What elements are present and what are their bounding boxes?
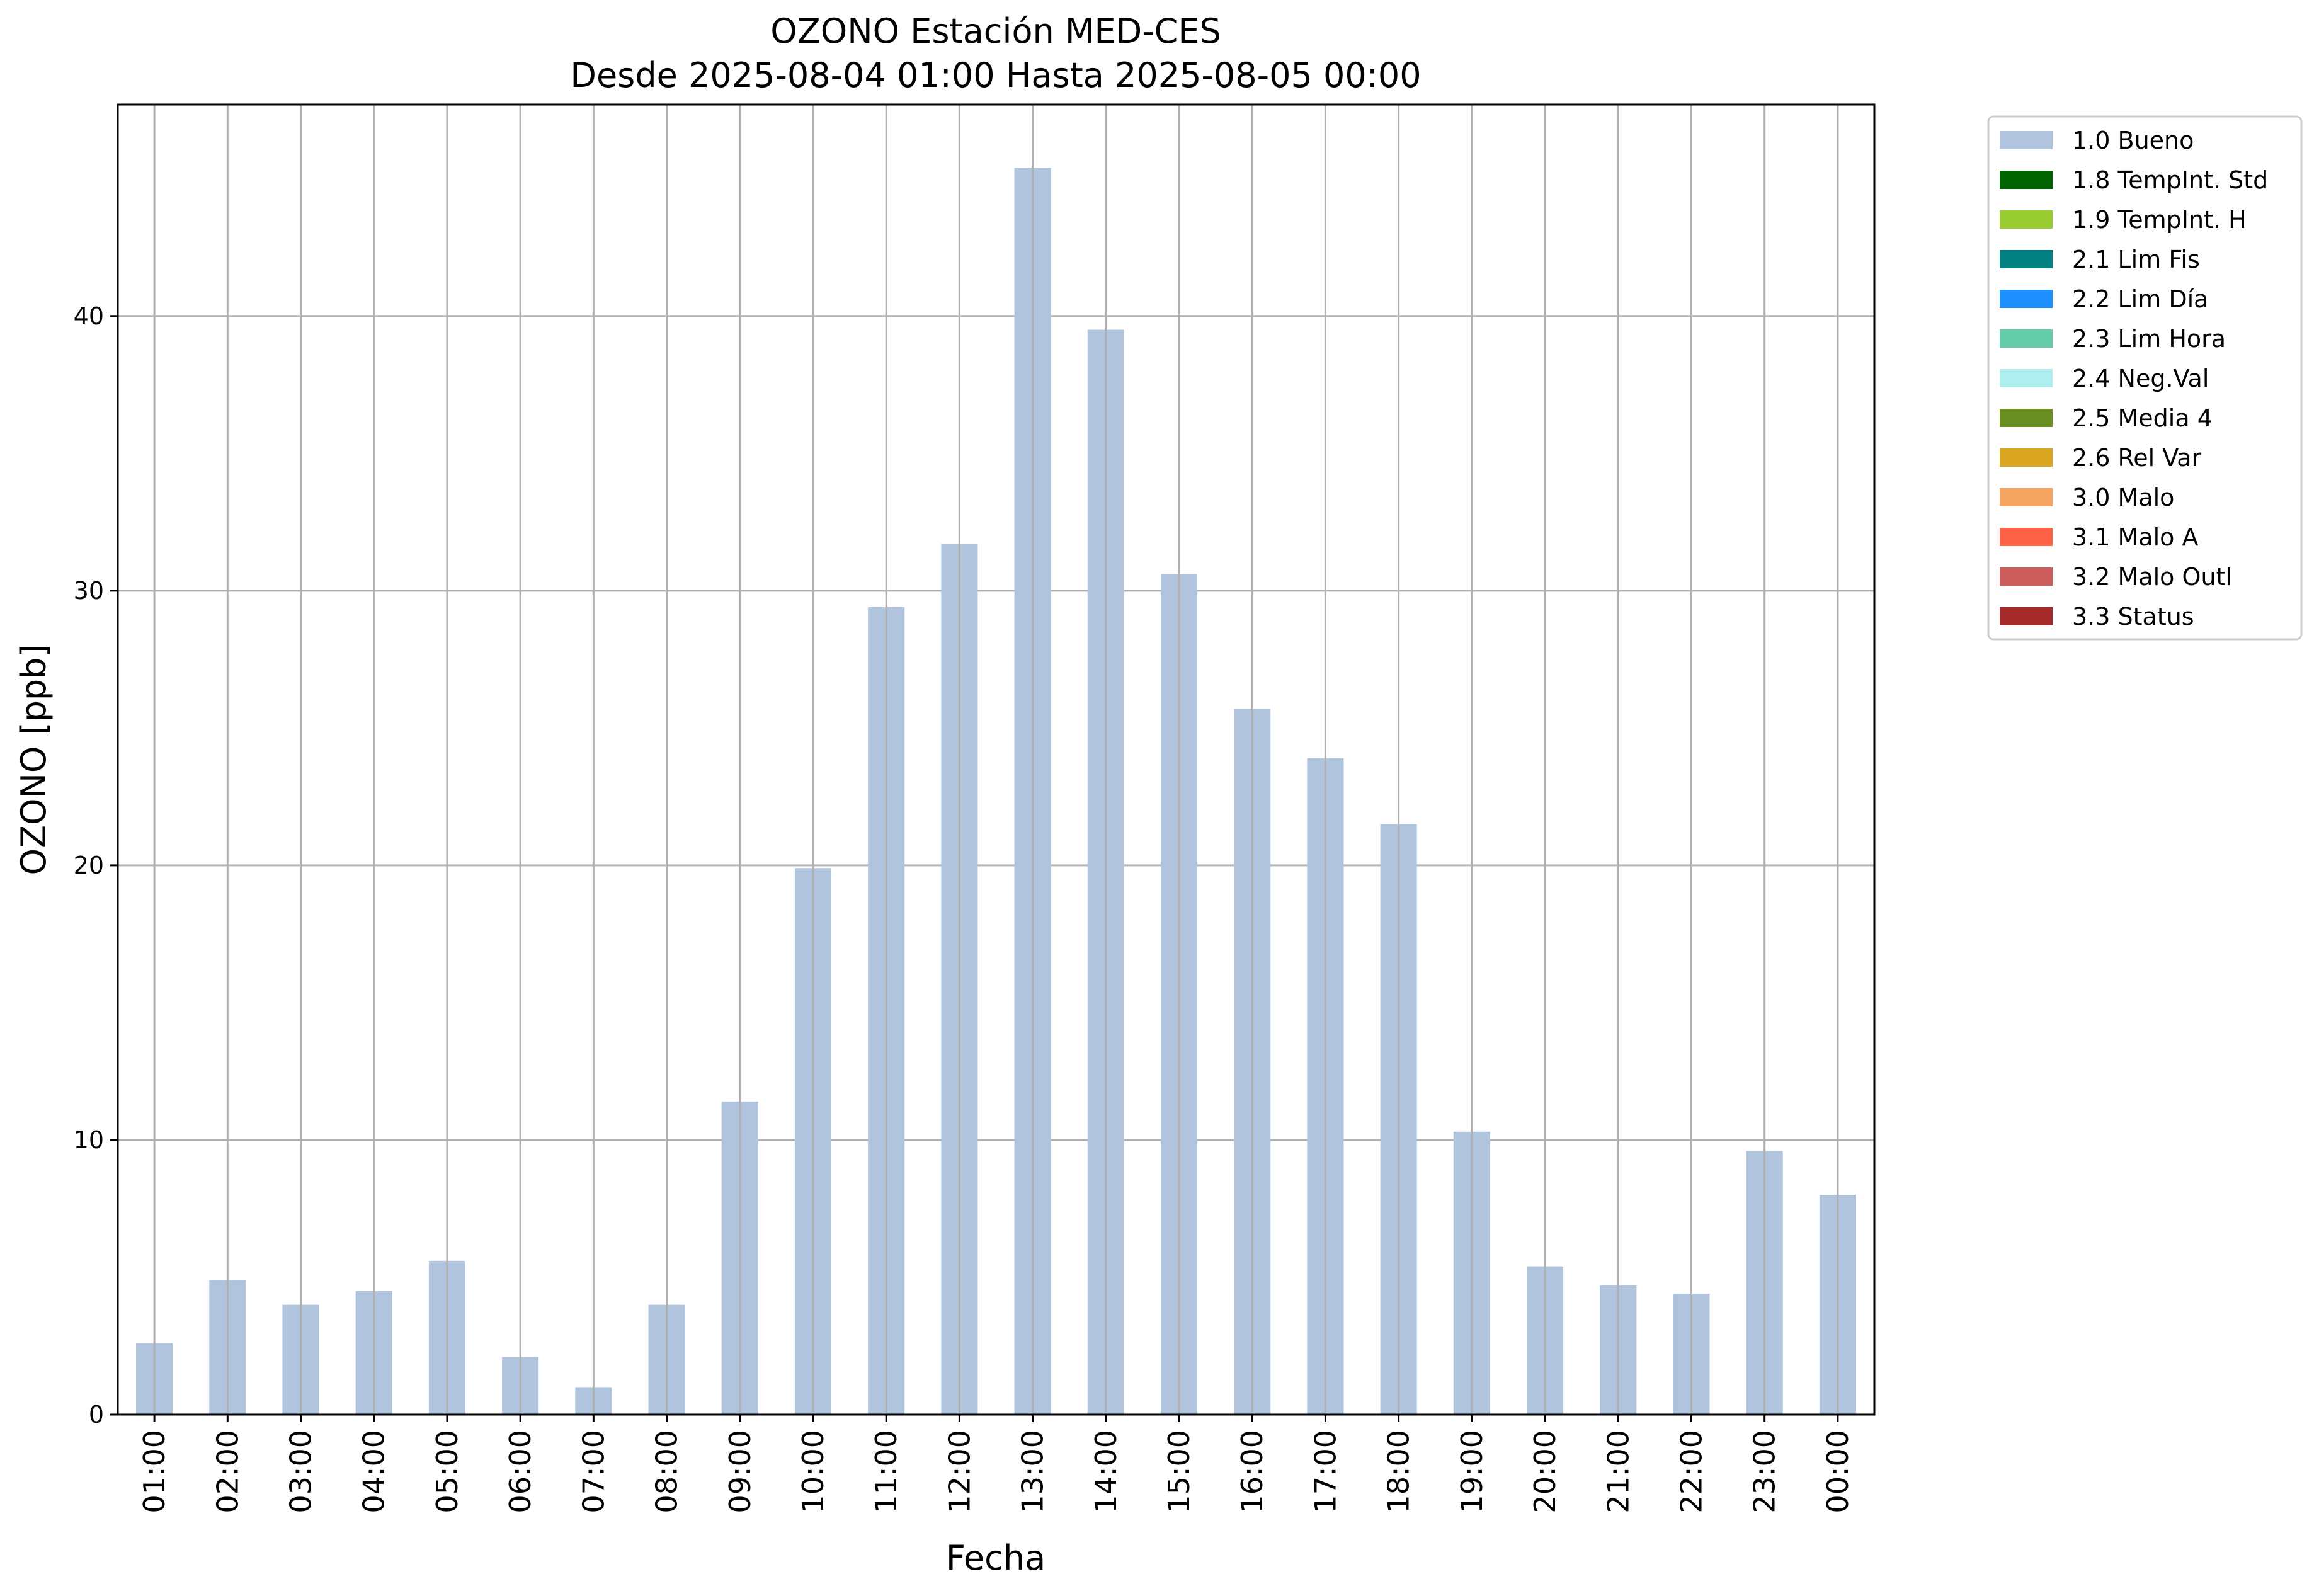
legend-swatch xyxy=(2000,290,2053,308)
y-tick-label: 10 xyxy=(74,1126,104,1154)
x-tick-label: 07:00 xyxy=(576,1430,610,1513)
legend-swatch xyxy=(2000,448,2053,467)
y-axis-ticks: 0 10 20 30 40 xyxy=(74,302,118,1428)
x-tick-label: 09:00 xyxy=(723,1430,757,1513)
x-tick-label: 23:00 xyxy=(1748,1430,1782,1513)
legend-label: 3.1 Malo A xyxy=(2072,523,2198,551)
grid xyxy=(118,315,1874,1141)
legend-label: 2.6 Rel Var xyxy=(2072,444,2202,472)
x-tick-label: 04:00 xyxy=(357,1430,391,1513)
legend-swatch xyxy=(2000,528,2053,546)
y-axis-label: OZONO [ppb] xyxy=(14,644,54,875)
legend-label: 2.5 Media 4 xyxy=(2072,404,2213,432)
x-tick-label: 03:00 xyxy=(284,1430,318,1513)
legend-label: 1.9 TempInt. H xyxy=(2072,206,2247,234)
x-tick-label: 14:00 xyxy=(1089,1430,1123,1513)
x-tick-label: 02:00 xyxy=(210,1430,244,1513)
x-tick-label: 01:00 xyxy=(137,1430,171,1513)
y-tick-label: 40 xyxy=(74,302,104,330)
x-axis-ticks: 01:00 02:00 03:00 04:00 05:00 06:00 07:00 08:00… xyxy=(137,1415,1855,1513)
legend-swatch xyxy=(2000,171,2053,189)
legend: 1.0 Bueno 1.8 TempInt. Std 1.9 TempInt. H 2… xyxy=(1987,115,2303,641)
x-axis-label: Fecha xyxy=(946,1538,1046,1578)
x-tick-label: 22:00 xyxy=(1674,1430,1708,1513)
chart-subtitle: Desde 2025-08-04 01:00 Hasta 2025-08-05 … xyxy=(570,55,1421,95)
legend-swatch xyxy=(2000,250,2053,268)
plot-frame xyxy=(117,103,1876,1416)
x-tick-label: 15:00 xyxy=(1162,1430,1196,1513)
legend-swatch xyxy=(2000,210,2053,229)
x-tick-label: 08:00 xyxy=(650,1430,684,1513)
y-tick-label: 30 xyxy=(74,577,104,605)
x-tick-label: 19:00 xyxy=(1455,1430,1489,1513)
legend-label: 1.0 Bueno xyxy=(2072,127,2194,154)
legend-label: 2.1 Lim Fis xyxy=(2072,246,2200,273)
x-tick-label: 00:00 xyxy=(1821,1430,1855,1513)
legend-label: 2.2 Lim Día xyxy=(2072,285,2208,313)
x-tick-label: 13:00 xyxy=(1016,1430,1050,1513)
legend-label: 2.4 Neg.Val xyxy=(2072,365,2209,392)
legend-swatch xyxy=(2000,329,2053,348)
x-tick-label: 20:00 xyxy=(1528,1430,1562,1513)
legend-swatch xyxy=(2000,369,2053,387)
x-tick-label: 18:00 xyxy=(1382,1430,1416,1513)
x-tick-label: 17:00 xyxy=(1308,1430,1342,1513)
legend-swatch xyxy=(2000,131,2053,149)
x-tick-label: 21:00 xyxy=(1601,1430,1635,1513)
legend-swatch xyxy=(2000,607,2053,625)
legend-box xyxy=(1987,115,2303,641)
x-tick-label: 16:00 xyxy=(1235,1430,1269,1513)
legend-swatch xyxy=(2000,488,2053,506)
legend-entries: 1.0 Bueno 1.8 TempInt. Std 1.9 TempInt. H 2… xyxy=(2000,127,2268,630)
x-tick-label: 10:00 xyxy=(796,1430,830,1513)
y-tick-label: 20 xyxy=(74,852,104,879)
x-tick-label: 06:00 xyxy=(503,1430,537,1513)
legend-label: 3.3 Status xyxy=(2072,603,2194,630)
legend-label: 3.2 Malo Outl xyxy=(2072,563,2232,591)
x-tick-label: 05:00 xyxy=(430,1430,464,1513)
x-tick-label: 11:00 xyxy=(869,1430,903,1513)
legend-swatch xyxy=(2000,409,2053,427)
x-tick-label: 12:00 xyxy=(942,1430,976,1513)
legend-label: 1.8 TempInt. Std xyxy=(2072,166,2268,194)
legend-swatch xyxy=(2000,567,2053,586)
legend-label: 2.3 Lim Hora xyxy=(2072,325,2226,353)
chart-title: OZONO Estación MED-CES xyxy=(770,11,1221,51)
vertical-grid xyxy=(153,105,1839,1415)
legend-label: 3.0 Malo xyxy=(2072,484,2174,511)
y-tick-label: 0 xyxy=(89,1401,104,1428)
